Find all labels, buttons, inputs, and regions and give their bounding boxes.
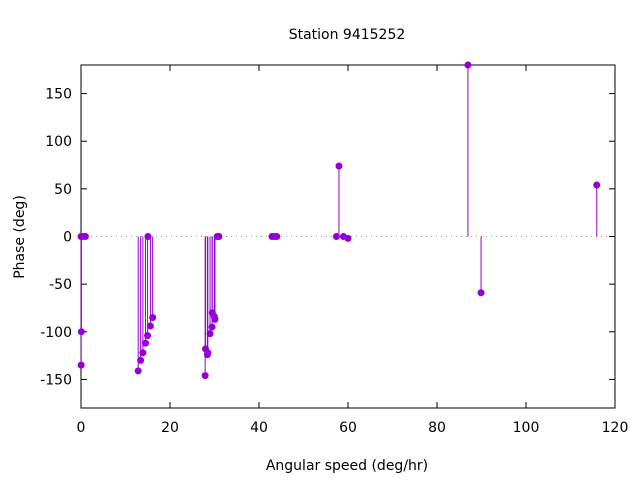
x-axis-label: Angular speed (deg/hr) — [266, 458, 428, 474]
data-point — [335, 162, 343, 170]
data-point — [206, 330, 214, 338]
data-impulses — [80, 65, 598, 376]
x-tick-label: 20 — [161, 420, 179, 436]
y-tick-label: -100 — [40, 325, 72, 341]
chart-title: Station 9415252 — [289, 27, 406, 43]
data-point — [332, 233, 340, 240]
y-tick-label: 150 — [45, 87, 72, 103]
x-tick-label: 0 — [77, 420, 86, 436]
data-point — [134, 367, 142, 375]
data-point — [144, 332, 152, 340]
x-tick-label: 80 — [428, 420, 446, 436]
data-point — [146, 322, 154, 330]
y-tick-label: -150 — [40, 372, 72, 388]
x-tick-label: 120 — [602, 420, 629, 436]
data-point — [593, 181, 601, 189]
data-points — [77, 61, 601, 380]
data-point — [81, 233, 89, 240]
data-point — [208, 323, 216, 331]
data-point — [201, 372, 209, 380]
x-tick-label: 60 — [339, 420, 357, 436]
y-tick-label: 100 — [45, 134, 72, 150]
data-point — [211, 315, 219, 323]
data-point — [149, 313, 157, 321]
x-tick-label: 40 — [250, 420, 268, 436]
data-point — [215, 233, 223, 240]
y-axis-label: Phase (deg) — [12, 195, 28, 279]
y-tick-label: 50 — [54, 182, 72, 198]
data-point — [273, 233, 281, 240]
data-point — [477, 289, 485, 297]
data-point — [344, 234, 352, 242]
x-axis-ticks: 0 20 40 60 80 100 120 — [77, 65, 629, 436]
data-point — [204, 349, 212, 357]
data-point — [139, 349, 147, 357]
x-tick-label: 100 — [513, 420, 540, 436]
data-point — [144, 233, 152, 240]
data-point — [77, 328, 85, 336]
y-axis-ticks: -150 -100 -50 0 50 100 150 — [40, 87, 615, 388]
data-point — [142, 339, 150, 347]
y-tick-label: -50 — [49, 277, 72, 293]
data-point — [137, 356, 145, 364]
data-point — [77, 361, 85, 369]
data-point — [464, 61, 472, 69]
y-tick-label: 0 — [63, 230, 72, 246]
